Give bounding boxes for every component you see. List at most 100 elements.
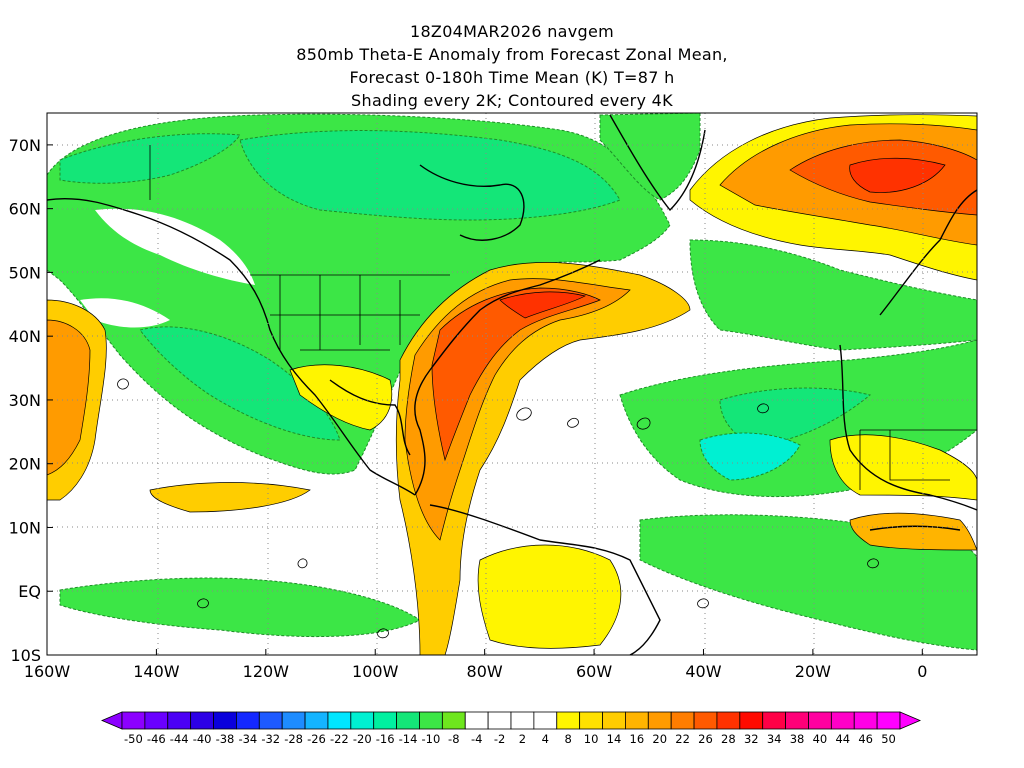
colorbar-swatch [327,711,352,730]
colorbar-swatch [190,711,214,730]
title-line-4: Shading every 2K; Contoured every 4K [351,91,673,110]
colorbar-label: 4 [542,732,549,746]
colorbar-labels: -50 -46 -44 -40 -38 -34 -32 -28 -26 -22 -20 -16 -14-… [124,732,896,746]
colorbar-label: 26 [698,732,713,746]
colorbar-label: -14 [399,732,418,746]
colorbar-label: -20 [353,732,372,746]
colorbar-label: -22 [330,732,349,746]
coast-south-america [429,504,661,655]
axis-labels: 160W 140W 120W 100W 80W 60W 40W 20W 0 10S EQ 10N 20N… [9,136,928,681]
lon-tick-label: 40W [685,662,721,681]
lon-tick-label: 20W [795,662,831,681]
lon-tick-label: 120W [243,662,290,681]
lat-tick-label: EQ [18,582,41,601]
colorbar-label: -2 [494,732,505,746]
west-africa-anomaly [829,434,977,501]
colorbar-swatch [419,711,443,730]
red-plume-core [431,287,601,462]
chart-title-block: 18Z04MAR2026 navgem 850mb Theta-E Anomal… [0,20,1024,112]
colorbar-swatch [464,711,489,730]
colorbar-label: 38 [790,732,805,746]
colorbar-swatch [167,711,192,730]
white-gap-pacific [80,298,170,328]
map-panel [47,113,977,655]
south-america-anomaly [477,544,622,649]
colorbar-swatch [853,711,878,730]
lat-tick-label: 30N [9,391,41,410]
colorbar-swatch [487,711,512,730]
map-frame [46,112,978,656]
colorbar-label: 20 [652,732,667,746]
colorbar-swatch [213,711,237,730]
colorbar-label: 44 [835,732,850,746]
axis-ticks [46,144,923,656]
eastern-pacific-itcz-anomaly [149,482,311,513]
lon-tick-label: 160W [24,662,71,681]
colorbar-label: -44 [170,732,189,746]
colorbar-swatch [510,711,535,730]
colorbar-label: -34 [238,732,257,746]
colorbar-label: -10 [422,732,441,746]
lat-tick-label: 10S [10,646,41,665]
colorbar-swatch [602,711,626,730]
colorbar-swatch [716,711,741,730]
colorbar-swatch [396,711,420,730]
colorbar-label: -26 [307,732,326,746]
colorbar-label: -8 [448,732,459,746]
colorbar-label: -4 [471,732,482,746]
colorbar-label: 50 [881,732,896,746]
colorbar-label: 10 [584,732,599,746]
colorbar-swatch [693,711,718,730]
title-line-1: 18Z04MAR2026 navgem [409,22,615,41]
lat-tick-label: 60N [9,200,41,219]
colorbar-label: -28 [284,732,303,746]
title-line-2: 850mb Theta-E Anomaly from Forecast Zona… [296,45,728,64]
colorbar-label: 40 [813,732,828,746]
colorbar-swatch [625,711,649,730]
colorbar-label: 8 [565,732,572,746]
colorbar-swatch [579,711,603,730]
colorbar-swatch [121,711,146,730]
colorbar-swatch [647,711,672,730]
lat-tick-label: 20N [9,455,41,474]
lon-tick-label: 80W [467,662,503,681]
green-region-east-atlantic [689,239,977,351]
colorbar-label: -46 [147,732,166,746]
coast-north-america-east [414,259,601,496]
colorbar-swatch [373,711,397,730]
colorbar-swatch [762,711,786,730]
title-line-3: Forecast 0-180h Time Mean (K) T=87 h [349,68,675,87]
colorbar-swatch [670,711,695,730]
lat-tick-label: 10N [9,518,41,537]
colorbar-swatch [830,711,855,730]
colorbar-label: 28 [721,732,736,746]
lon-tick-label: 0 [917,662,927,681]
colorbar-label: -38 [216,732,235,746]
cyan-anomaly-core [699,432,801,481]
colorbar-swatch [281,711,306,730]
colorbar-label: -40 [193,732,212,746]
colorbar-swatch [785,711,809,730]
colorbar-swatch [258,711,283,730]
lon-tick-label: 60W [576,662,612,681]
white-gap-alaska [95,208,255,285]
red-plume-max [499,291,586,319]
colorbar-label: 14 [607,732,622,746]
contour-noise [117,378,879,639]
stronger-negative-shading [59,130,872,446]
colorbar-label: -16 [376,732,395,746]
colorbar-swatch [304,711,329,730]
colorbar-swatch [236,711,260,730]
colorbar-label: -32 [261,732,280,746]
gulf-of-guinea-anomaly [849,512,977,551]
coast-africa [839,344,977,511]
coast-europe [879,189,977,316]
colorbar-label: 22 [675,732,690,746]
dark-red-greenland-sea-anomaly [849,157,946,193]
lat-tick-label: 50N [9,263,41,282]
gridlines [47,113,977,655]
lon-tick-label: 100W [352,662,399,681]
coast-hudson-bay [419,164,525,241]
colorbar-label: 34 [767,732,782,746]
colorbar-swatch [144,711,169,730]
